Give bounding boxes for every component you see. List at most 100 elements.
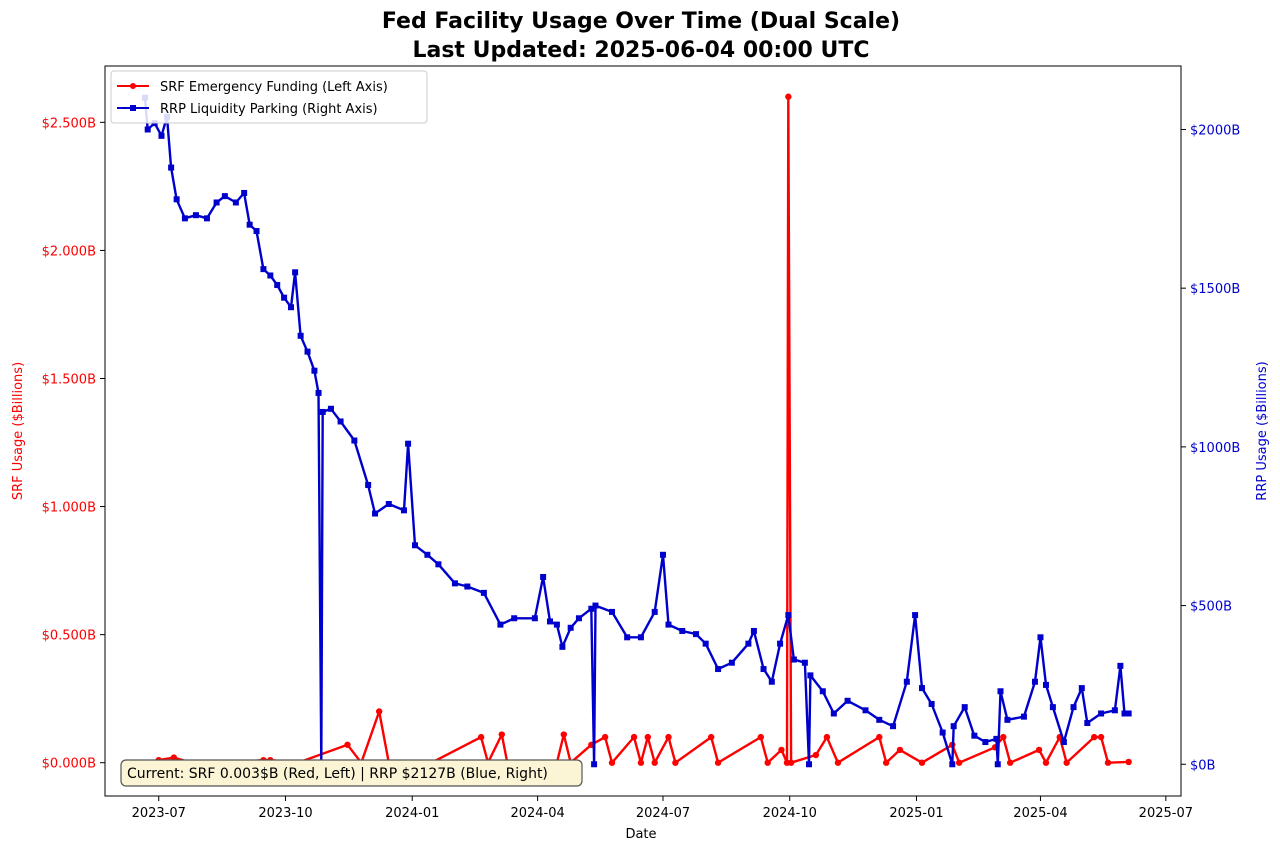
srf-point — [918, 759, 926, 766]
rrp-point — [806, 761, 813, 768]
rrp-point — [768, 678, 775, 685]
rrp-point — [807, 672, 814, 679]
rrp-point — [480, 589, 487, 596]
rrp-point — [939, 729, 946, 736]
rrp-point — [400, 507, 407, 514]
srf-point — [778, 746, 785, 754]
srf-point — [665, 733, 672, 741]
rrp-point — [862, 707, 869, 714]
rrp-point — [1037, 634, 1044, 641]
series-srf — [140, 93, 1132, 766]
rrp-point — [1111, 707, 1118, 714]
y-right-tick-label: $500B — [1190, 600, 1232, 615]
legend-label-srf: SRF Emergency Funding (Left Axis) — [160, 80, 388, 95]
srf-point — [787, 759, 795, 766]
y-left-tick-label: $0.000B — [42, 757, 96, 772]
x-tick-label: 2023-07 — [132, 806, 186, 821]
rrp-point — [624, 634, 631, 641]
rrp-point — [1020, 713, 1027, 720]
rrp-point — [912, 612, 919, 619]
rrp-point — [591, 761, 598, 768]
srf-point — [608, 759, 616, 766]
rrp-point — [192, 212, 199, 219]
rrp-point — [961, 704, 968, 711]
srf-line — [143, 95, 1129, 764]
x-tick-label: 2024-04 — [510, 806, 564, 821]
y-left-tick-label: $1.000B — [42, 501, 96, 516]
rrp-point — [213, 199, 220, 206]
rrp-point — [1049, 704, 1056, 711]
rrp-point — [232, 199, 239, 206]
x-tick-label: 2024-10 — [763, 806, 817, 821]
srf-point — [955, 759, 963, 766]
srf-point — [601, 733, 609, 741]
rrp-point — [651, 608, 658, 615]
rrp-point — [1125, 710, 1132, 717]
series-rrp — [141, 94, 1132, 768]
rrp-point — [547, 618, 554, 625]
srf-point — [785, 93, 792, 100]
rrp-point — [777, 640, 784, 647]
rrp-point — [950, 723, 957, 730]
rrp-point — [246, 221, 253, 228]
rrp-point — [785, 612, 792, 619]
rrp-point — [168, 164, 175, 171]
rrp-point — [1121, 710, 1128, 717]
rrp-point — [451, 580, 458, 587]
rrp-point — [274, 282, 281, 288]
srf-point — [812, 751, 820, 759]
rrp-point — [260, 266, 267, 273]
rrp-point — [540, 574, 547, 580]
srf-point — [630, 733, 638, 741]
x-tick-label: 2025-04 — [1013, 806, 1067, 821]
x-tick-label: 2025-07 — [1139, 806, 1193, 821]
y-left-tick-label: $2.000B — [42, 244, 96, 259]
rrp-point — [1098, 710, 1105, 717]
rrp-point — [567, 624, 574, 631]
rrp-point — [665, 621, 672, 628]
legend: SRF Emergency Funding (Left Axis) RRP Li… — [110, 70, 428, 124]
srf-point — [637, 759, 645, 766]
srf-point — [823, 733, 831, 741]
y-axis-right-ticks: $0B $500B $1000B $1500B $2000B — [1181, 123, 1240, 773]
srf-point — [344, 741, 351, 748]
rrp-point — [315, 389, 322, 396]
rrp-point — [297, 332, 304, 339]
y-right-tick-label: $2000B — [1190, 123, 1240, 138]
rrp-point — [267, 272, 274, 279]
rrp-point — [982, 739, 989, 746]
rrp-point — [405, 440, 412, 447]
rrp-point — [693, 631, 700, 638]
rrp-point — [801, 659, 808, 666]
srf-point — [1104, 759, 1112, 766]
srf-point — [1035, 746, 1043, 754]
rrp-point — [750, 627, 757, 634]
srf-point — [707, 733, 715, 741]
rrp-line — [143, 97, 1129, 766]
plot-area — [140, 93, 1132, 768]
srf-point — [498, 731, 505, 738]
rrp-point — [424, 551, 431, 558]
chart-title-line2: Last Updated: 2025-06-04 00:00 UTC — [412, 38, 869, 63]
rrp-point — [760, 666, 767, 673]
rrp-point — [144, 126, 151, 133]
rrp-point — [1042, 681, 1049, 688]
rrp-point — [830, 710, 837, 717]
rrp-point — [241, 189, 248, 196]
rrp-point — [497, 621, 504, 628]
rrp-point — [553, 621, 560, 628]
rrp-point — [819, 688, 826, 695]
rrp-point — [319, 408, 326, 415]
srf-point — [1091, 733, 1098, 741]
y-right-tick-label: $0B — [1190, 758, 1215, 773]
rrp-point — [1070, 704, 1077, 711]
srf-point — [672, 759, 679, 766]
rrp-point — [435, 561, 442, 568]
rrp-point — [511, 615, 518, 622]
srf-point — [644, 733, 652, 741]
y-right-tick-label: $1500B — [1190, 282, 1240, 297]
rrp-point — [1004, 716, 1011, 723]
legend-box — [110, 70, 428, 124]
rrp-point — [659, 551, 666, 558]
rrp-point — [790, 656, 797, 663]
